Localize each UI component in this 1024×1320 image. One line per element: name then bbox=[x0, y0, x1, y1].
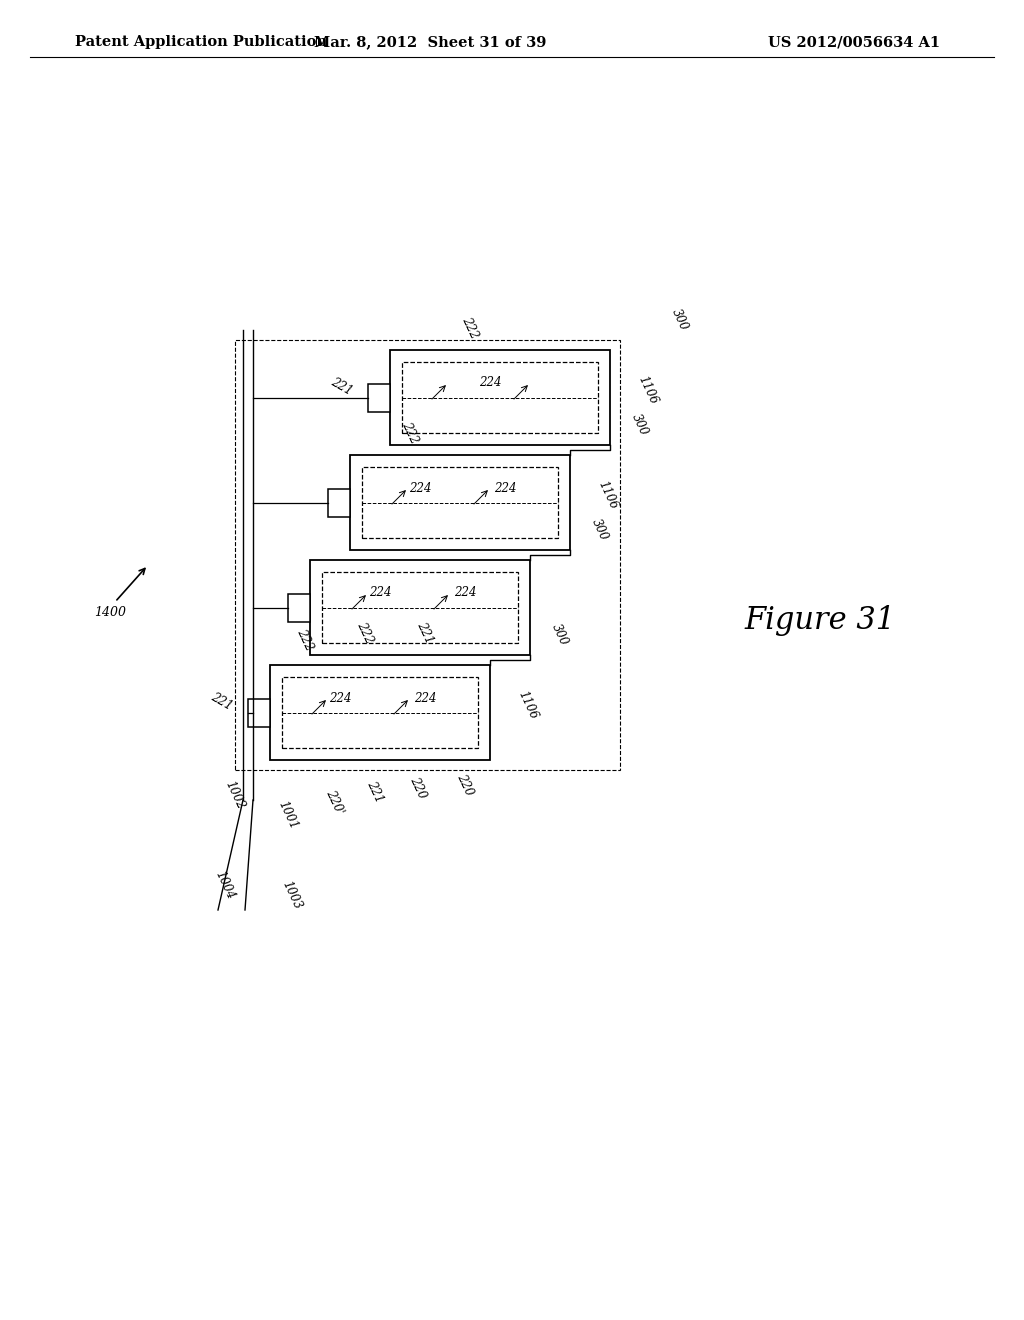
Text: 1003: 1003 bbox=[280, 879, 304, 911]
Text: 220: 220 bbox=[408, 775, 429, 801]
Text: 224: 224 bbox=[454, 586, 476, 599]
Bar bbox=[402, 362, 598, 433]
Text: 222: 222 bbox=[460, 315, 480, 341]
Text: 221: 221 bbox=[329, 376, 355, 399]
Text: 220: 220 bbox=[455, 772, 475, 799]
Text: 224: 224 bbox=[414, 692, 436, 705]
Text: 224: 224 bbox=[369, 586, 391, 599]
Bar bbox=[248, 700, 270, 727]
Text: 222: 222 bbox=[294, 627, 315, 653]
Text: 300: 300 bbox=[549, 622, 570, 648]
Bar bbox=[288, 594, 310, 622]
Text: 224: 224 bbox=[479, 376, 502, 389]
Bar bbox=[282, 677, 478, 748]
Text: 300: 300 bbox=[670, 308, 690, 333]
Text: 1106: 1106 bbox=[516, 689, 541, 721]
Text: 222: 222 bbox=[399, 420, 421, 446]
Text: 1106: 1106 bbox=[636, 374, 660, 407]
Text: 221: 221 bbox=[415, 620, 435, 645]
Text: 224: 224 bbox=[494, 482, 516, 495]
Bar bbox=[322, 572, 518, 643]
Text: 220': 220' bbox=[324, 788, 346, 816]
Text: 1400: 1400 bbox=[94, 606, 126, 619]
Text: 224: 224 bbox=[329, 692, 351, 705]
Text: 224: 224 bbox=[409, 482, 431, 495]
Text: 221: 221 bbox=[209, 690, 234, 713]
Text: 300: 300 bbox=[630, 412, 650, 438]
Bar bbox=[368, 384, 390, 412]
Bar bbox=[362, 467, 558, 539]
Text: Mar. 8, 2012  Sheet 31 of 39: Mar. 8, 2012 Sheet 31 of 39 bbox=[313, 36, 546, 49]
Bar bbox=[310, 560, 530, 655]
Bar bbox=[390, 350, 610, 445]
Text: 1004: 1004 bbox=[213, 869, 238, 902]
Text: 1106: 1106 bbox=[596, 479, 621, 511]
Text: 1002: 1002 bbox=[223, 779, 247, 812]
Bar bbox=[234, 341, 620, 770]
Text: 221: 221 bbox=[365, 779, 386, 805]
Bar bbox=[270, 665, 490, 760]
Text: 1001: 1001 bbox=[275, 799, 300, 832]
Text: 300: 300 bbox=[590, 517, 610, 543]
Text: Patent Application Publication: Patent Application Publication bbox=[75, 36, 327, 49]
Text: Figure 31: Figure 31 bbox=[744, 605, 896, 635]
Bar bbox=[328, 488, 350, 517]
Text: 222: 222 bbox=[354, 620, 376, 645]
Bar bbox=[350, 455, 570, 550]
Text: US 2012/0056634 A1: US 2012/0056634 A1 bbox=[768, 36, 940, 49]
